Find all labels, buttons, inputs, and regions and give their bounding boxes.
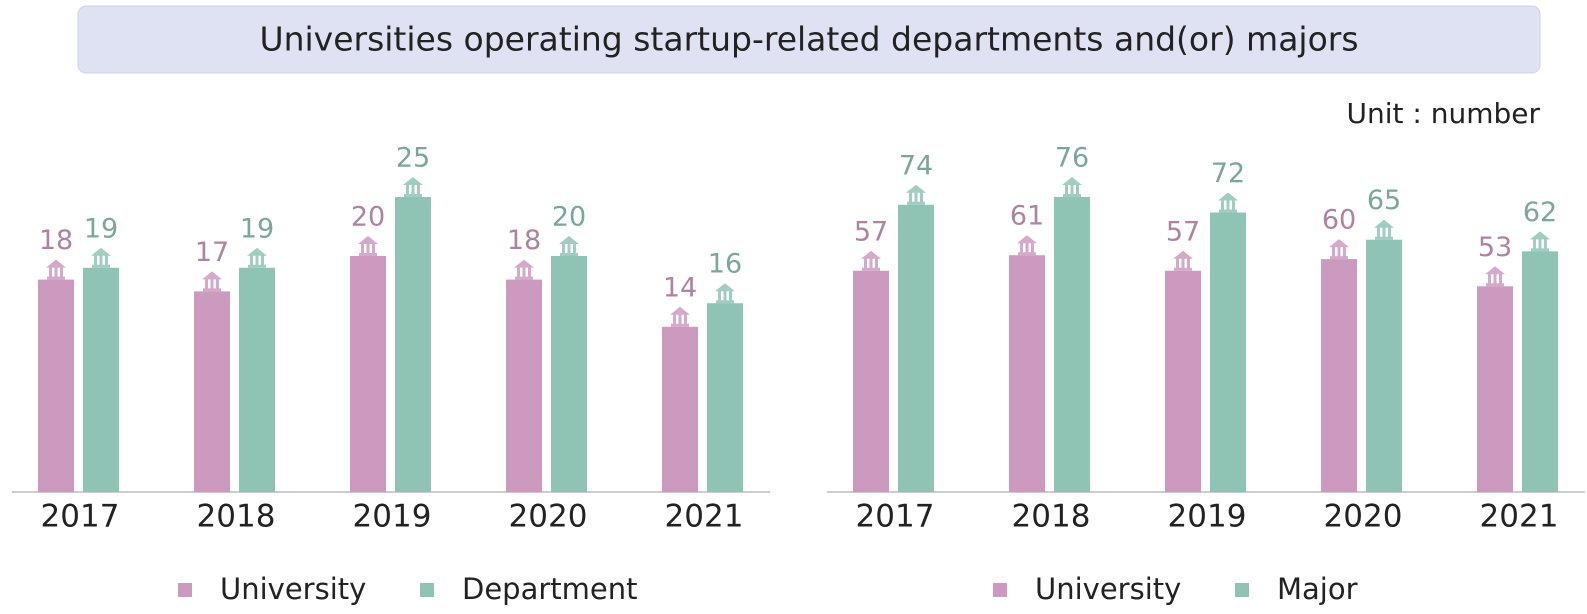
building-icon — [1218, 192, 1238, 213]
bar — [38, 279, 74, 492]
building-icon — [1374, 219, 1394, 240]
value-label: 19 — [84, 213, 118, 244]
bar — [1054, 197, 1090, 492]
bar — [1321, 259, 1357, 492]
value-label: 74 — [899, 150, 933, 181]
bar — [898, 204, 934, 492]
bar — [194, 291, 230, 492]
unit-note: Unit : number — [1346, 97, 1540, 130]
building-icon — [46, 259, 66, 280]
legend-swatch — [1235, 583, 1249, 597]
value-label: 19 — [240, 213, 274, 244]
bar — [506, 279, 542, 492]
x-tick-label: 2017 — [856, 499, 935, 535]
legend-swatch — [993, 583, 1007, 597]
legend-swatch — [178, 583, 192, 597]
x-tick-label: 2018 — [197, 499, 276, 535]
bar — [395, 197, 431, 492]
x-tick-label: 2019 — [1168, 499, 1247, 535]
value-label: 76 — [1055, 143, 1089, 174]
building-icon — [247, 247, 267, 268]
bar — [1522, 251, 1558, 492]
building-icon — [202, 271, 222, 292]
x-tick-label: 2019 — [353, 499, 432, 535]
legend-label: Major — [1277, 572, 1358, 606]
building-icon — [1017, 235, 1037, 256]
bar — [1366, 239, 1402, 492]
value-label: 17 — [195, 237, 229, 268]
bar — [707, 303, 743, 492]
legend-label: University — [1035, 572, 1181, 606]
building-icon — [1329, 239, 1349, 260]
x-tick-label: 2020 — [1324, 499, 1403, 535]
x-tick-label: 2021 — [1480, 499, 1559, 535]
value-label: 18 — [39, 225, 73, 256]
bar — [1477, 286, 1513, 492]
value-label: 57 — [854, 216, 888, 247]
legend-label: University — [220, 572, 366, 606]
building-icon — [861, 250, 881, 271]
bar — [1210, 212, 1246, 493]
building-icon — [91, 247, 111, 268]
legend-label: Department — [462, 572, 638, 606]
title-box — [77, 5, 1541, 74]
value-label: 25 — [396, 143, 430, 174]
bar — [1009, 255, 1045, 492]
building-icon — [670, 306, 690, 327]
x-tick-label: 2020 — [509, 499, 588, 535]
value-label: 20 — [351, 202, 385, 233]
bar — [662, 326, 698, 492]
value-label: 61 — [1010, 201, 1044, 232]
building-icon — [1485, 266, 1505, 287]
building-icon — [559, 236, 579, 256]
value-label: 65 — [1367, 185, 1401, 216]
bar — [239, 267, 275, 492]
value-label: 20 — [552, 202, 586, 233]
legend-swatch — [420, 583, 434, 597]
chart-title: Universities operating startup-related d… — [259, 20, 1358, 59]
value-label: 60 — [1322, 205, 1356, 236]
building-icon — [906, 184, 926, 205]
x-tick-label: 2021 — [665, 499, 744, 535]
bar — [83, 267, 119, 492]
building-icon — [514, 259, 534, 280]
value-label: 53 — [1478, 232, 1512, 263]
value-label: 16 — [708, 249, 742, 280]
x-tick-label: 2017 — [41, 499, 120, 535]
building-icon — [358, 236, 378, 256]
building-icon — [1173, 250, 1193, 271]
bar — [1165, 270, 1201, 492]
bar — [853, 270, 889, 492]
building-icon — [403, 177, 423, 197]
bar — [551, 256, 587, 492]
building-icon — [1062, 177, 1082, 197]
value-label: 18 — [507, 225, 541, 256]
value-label: 62 — [1523, 197, 1557, 228]
value-label: 72 — [1211, 158, 1245, 189]
x-tick-label: 2018 — [1012, 499, 1091, 535]
building-icon — [1530, 231, 1550, 252]
value-label: 57 — [1166, 216, 1200, 247]
building-icon — [715, 283, 735, 304]
value-label: 14 — [663, 272, 697, 303]
bar — [350, 256, 386, 492]
